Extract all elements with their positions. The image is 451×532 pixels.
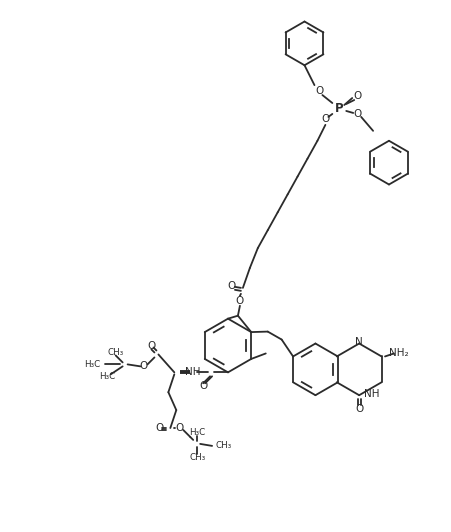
Text: N: N [354, 337, 362, 346]
Text: O: O [198, 381, 207, 391]
Text: O: O [227, 281, 235, 291]
Text: O: O [175, 423, 183, 433]
Text: O: O [147, 340, 155, 351]
Text: CH₃: CH₃ [189, 453, 205, 462]
Text: O: O [139, 361, 147, 371]
Text: O: O [315, 86, 323, 96]
Text: H₃C: H₃C [189, 428, 205, 437]
Text: O: O [321, 114, 329, 124]
Text: O: O [235, 296, 244, 306]
Text: H₃C: H₃C [99, 372, 115, 381]
Text: CH₃: CH₃ [107, 348, 124, 357]
Text: NH: NH [185, 367, 201, 377]
Text: P: P [334, 103, 343, 115]
Text: CH₃: CH₃ [215, 442, 231, 451]
Text: O: O [352, 91, 360, 101]
Text: O: O [155, 423, 163, 433]
Text: H₃C: H₃C [84, 360, 101, 369]
Text: NH₂: NH₂ [388, 348, 408, 359]
Text: NH: NH [364, 389, 379, 399]
Text: O: O [352, 109, 360, 119]
Text: O: O [354, 404, 363, 414]
